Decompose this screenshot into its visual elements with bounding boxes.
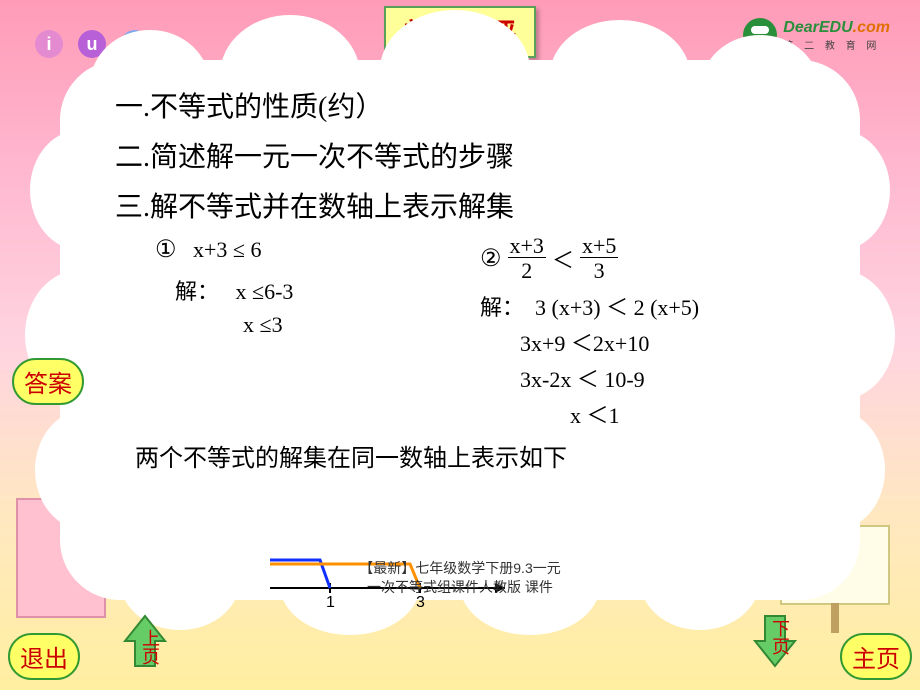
answer-button[interactable]: 答案 xyxy=(12,358,84,405)
main-content: 一.不等式的性质(约） 二.简述解一元一次不等式的步骤 三.解不等式并在数轴上表… xyxy=(115,85,805,473)
p2-step3: 3x-2x ＜ 10-9 xyxy=(520,362,805,394)
content-cloud: 一.不等式的性质(约） 二.简述解一元一次不等式的步骤 三.解不等式并在数轴上表… xyxy=(60,60,860,600)
p1-equation: x+3 ≤ 6 xyxy=(193,237,261,262)
p2-lt: ＜ xyxy=(552,243,574,275)
p1-step2: x ≤3 xyxy=(243,312,283,337)
p2-frac2: x+5 3 xyxy=(580,235,618,282)
p2-sol-label: 解： xyxy=(480,295,524,320)
letter-i: i xyxy=(35,30,63,58)
heading-2: 二.简述解一元一次不等式的步骤 xyxy=(115,135,805,175)
p1-number: ① xyxy=(155,237,177,263)
heading-1: 一.不等式的性质(约） xyxy=(115,85,805,125)
p1-step1: x ≤6-3 xyxy=(236,279,294,304)
p2-step2: 3x+9 ＜2x+10 xyxy=(520,326,805,358)
p2-number: ② xyxy=(480,244,502,273)
p2-step4: x ＜1 xyxy=(570,398,805,430)
conclusion-text: 两个不等式的解集在同一数轴上表示如下 xyxy=(135,438,805,473)
problem-2: ② x+3 2 ＜ x+5 3 解： 3 (x+3) ＜ 2 (x+5) 3x+… xyxy=(480,235,805,430)
home-button[interactable]: 主页 xyxy=(840,633,912,680)
heading-3: 三.解不等式并在数轴上表示解集 xyxy=(115,185,805,225)
p1-sol-label: 解： xyxy=(175,279,219,304)
logo-text: DearEDU.com xyxy=(783,19,890,37)
problem-1: ① x+3 ≤ 6 解： x ≤6-3 x ≤3 xyxy=(115,235,480,430)
exit-button[interactable]: 退出 xyxy=(8,633,80,680)
p2-step1: 3 (x+3) ＜ 2 (x+5) xyxy=(535,295,699,320)
next-button[interactable]: 下页 xyxy=(750,611,800,676)
p2-frac1: x+3 2 xyxy=(508,235,546,282)
footer-caption: 【最新】七年级数学下册9.3一元 一次不等式组课件人教版 课件 xyxy=(0,559,920,598)
prev-button[interactable]: 上页 xyxy=(120,611,170,676)
